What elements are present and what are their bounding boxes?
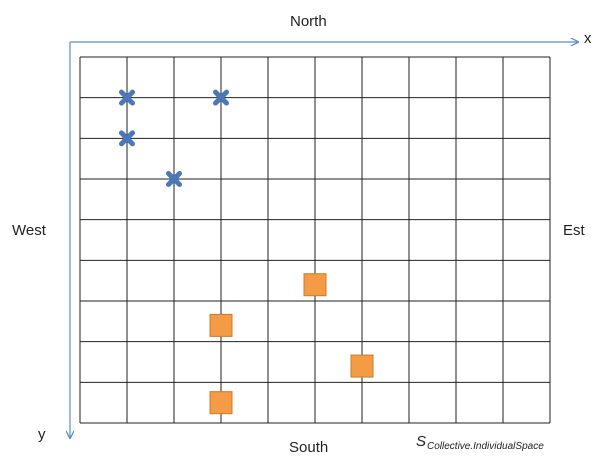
square-marker — [351, 355, 373, 377]
east-label: Est — [563, 223, 585, 238]
south-label: South — [289, 440, 328, 455]
square-marker — [304, 274, 326, 296]
west-label: West — [12, 223, 46, 238]
x-axis-label: x — [584, 31, 592, 46]
space-label: SCollective.IndividualSpace — [416, 433, 544, 452]
north-label: North — [290, 14, 327, 29]
square-marker — [210, 392, 232, 414]
grid-lines — [80, 57, 550, 423]
markers-layer — [122, 92, 374, 414]
space-label-subscript: Collective.IndividualSpace — [427, 441, 544, 452]
space-label-symbol: S — [416, 433, 426, 450]
y-axis-label: y — [38, 427, 46, 442]
square-marker — [210, 314, 232, 336]
